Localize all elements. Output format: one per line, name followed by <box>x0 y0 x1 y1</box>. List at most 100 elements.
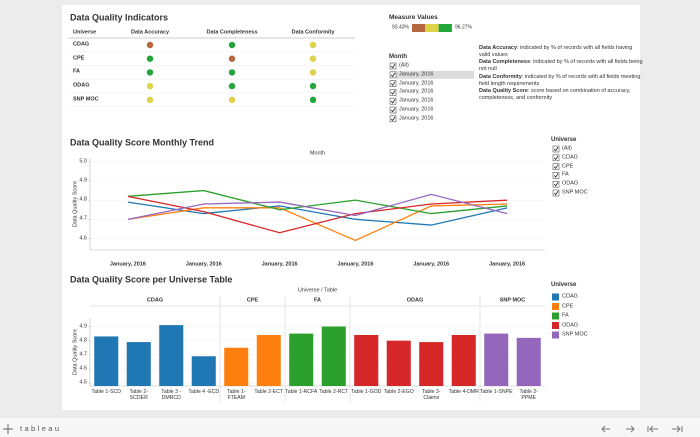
bar <box>224 347 249 386</box>
definition-term: Data Conformity <box>479 73 522 80</box>
group-header: CPE <box>246 297 259 304</box>
filter-option: FA <box>562 171 569 178</box>
row-label: ODAG <box>73 82 90 89</box>
column-header: Universe <box>73 29 97 36</box>
group-header: ODAG <box>406 297 424 304</box>
color-ramp-segment <box>425 24 439 32</box>
group-header: FA <box>313 297 322 304</box>
brand: tableau <box>20 424 62 433</box>
check-mark <box>390 81 396 86</box>
x-tick-label: Table 1-SNPE <box>479 389 513 395</box>
legend-label: CPE <box>562 302 574 309</box>
bar <box>419 342 444 386</box>
ramp-max: 96.27% <box>455 24 472 31</box>
legend-swatch <box>552 303 559 310</box>
y-tick-label: 4.5 <box>79 379 87 386</box>
status-dot <box>309 82 317 90</box>
column-header: Data Accuracy <box>130 29 170 36</box>
legend-label: SNP MOC <box>562 331 588 338</box>
section-title: Data Quality Indicators <box>70 12 169 23</box>
check-mark <box>553 164 559 169</box>
y-tick-label: 4.9 <box>79 177 87 184</box>
checkbox <box>552 154 560 162</box>
x-tick-label: January, 2016 <box>261 261 298 268</box>
legend-label: CDAG <box>562 293 578 300</box>
checkbox <box>552 189 560 197</box>
group-header: SNP MOC <box>499 297 526 304</box>
y-tick-label: 5.0 <box>79 158 87 165</box>
status-dot <box>228 41 236 49</box>
legend-swatch <box>552 293 559 301</box>
definition: Data Accuracy: indicated by % of records… <box>479 45 644 59</box>
y-tick-label: 4.7 <box>79 215 87 222</box>
x-tick-label: Table 4-DMR <box>448 389 479 395</box>
filter-option: January, 2016 <box>399 97 434 104</box>
check-mark <box>390 116 396 122</box>
series-line <box>127 195 508 234</box>
x-tick-label: Table 1-SCD <box>91 389 121 395</box>
x-tick-label: Table 3 - DMRCD <box>161 389 182 401</box>
legend-title: Universe <box>551 282 577 288</box>
panel <box>62 5 640 410</box>
check-mark <box>390 72 396 78</box>
check-mark <box>553 182 559 187</box>
legend-swatch <box>552 331 559 339</box>
x-header: Month <box>309 150 326 157</box>
x-tick-label: January, 2016 <box>413 261 450 268</box>
series-line <box>127 189 508 215</box>
color-ramp-segment <box>412 24 426 32</box>
bar <box>191 356 216 386</box>
x-tick-label: Table 4 -ECD <box>188 389 220 395</box>
status-dot <box>228 55 236 62</box>
status-dot <box>146 96 154 104</box>
ramp-min: 93.43% <box>392 24 409 31</box>
x-tick-label: Table 2-ECT <box>254 389 284 395</box>
y-axis-title: Data Quality Score <box>72 180 79 228</box>
chart-title: Data Quality Score per Universe Table <box>70 274 233 285</box>
x-tick-label: Table 2-EGO <box>383 389 414 395</box>
definition: Data Completeness: indicated by % of rec… <box>479 59 644 73</box>
y-tick-label: 4.8 <box>79 336 87 343</box>
filter-option: ODAG <box>562 180 579 187</box>
bar <box>289 333 314 386</box>
y-axis-title: Data Quality Score <box>72 328 79 376</box>
legend-label: ODAG <box>562 321 579 328</box>
status-dot <box>146 69 154 76</box>
series-line <box>127 201 508 226</box>
check-mark <box>390 63 396 69</box>
checkbox <box>552 180 560 188</box>
bar <box>159 325 184 386</box>
legend-swatch <box>552 312 559 320</box>
status-dot <box>228 69 236 76</box>
checkbox <box>552 172 560 179</box>
check-mark <box>390 107 396 113</box>
checkbox <box>389 71 397 79</box>
x-tick-label: Table 1-RCFA <box>285 389 318 395</box>
definition-text: : score based on combination of accuracy… <box>479 87 631 101</box>
column-header: Data Conformity <box>291 29 335 36</box>
bar <box>484 333 509 386</box>
filter-option: CDAG <box>562 154 578 161</box>
filter-option: January, 2016 <box>399 79 434 86</box>
nav-buttons[interactable] <box>601 425 683 433</box>
filter-option: January, 2016 <box>399 106 434 113</box>
status-dot <box>309 69 317 76</box>
definitions: Data Accuracy: indicated by % of records… <box>479 45 644 102</box>
filter-option: January, 2016 <box>399 71 434 78</box>
y-tick-label: 4.9 <box>79 322 87 329</box>
group-header: CDAG <box>146 297 164 304</box>
checkbox <box>389 89 397 96</box>
x-tick-label: Table 1-GOD <box>351 389 382 395</box>
series-line <box>127 193 508 220</box>
legend-label: FA <box>562 312 569 319</box>
bar <box>354 335 379 386</box>
status-dot <box>228 82 236 90</box>
check-mark <box>553 146 559 152</box>
filter-option: CPE <box>562 162 574 169</box>
x-tick-label: Table 2-RCT <box>319 389 349 395</box>
x-tick-label: January, 2016 <box>185 261 222 268</box>
definition-text: : indicated by % of records with all fie… <box>479 59 643 73</box>
x-tick-label: January, 2016 <box>489 261 526 268</box>
